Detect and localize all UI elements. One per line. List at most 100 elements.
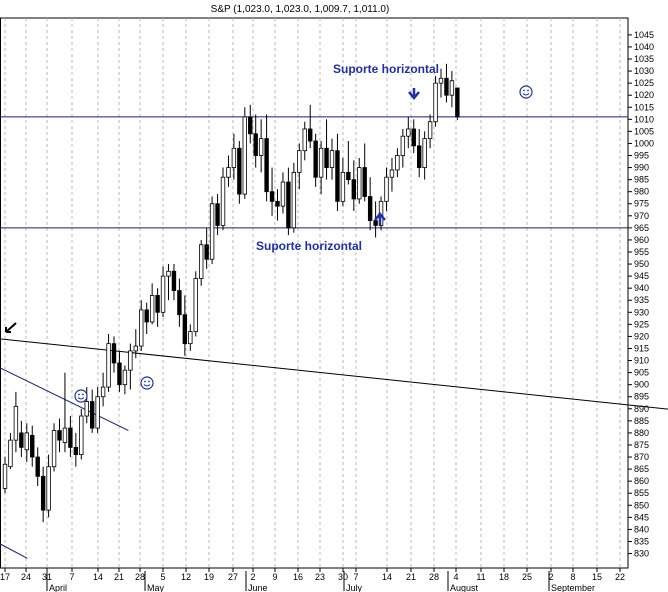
candle-body (318, 147, 324, 178)
candle-body (395, 155, 400, 171)
smiley-eye (78, 393, 80, 396)
x-tick-label: 25 (522, 572, 532, 582)
candle-body (427, 121, 433, 140)
candle-body (346, 171, 351, 181)
x-tick-label: 15 (592, 572, 602, 582)
candle-body (389, 169, 395, 178)
x-tick-label: 27 (228, 572, 238, 582)
y-tick-label: 845 (634, 512, 649, 522)
y-tick-label: 985 (634, 175, 649, 185)
candle-body (149, 295, 155, 323)
x-tick-label: 24 (21, 572, 31, 582)
x-tick-label: 7 (69, 572, 74, 582)
candle-body (193, 278, 198, 332)
x-tick-label: 18 (499, 572, 509, 582)
y-tick-label: 1030 (634, 66, 654, 76)
trend-lines (0, 116, 668, 559)
x-tick-label: 28 (135, 572, 145, 582)
candle-body (122, 369, 128, 386)
candle-body (171, 270, 177, 291)
smiley-eye (148, 380, 150, 383)
y-tick-label: 1025 (634, 78, 654, 88)
y-tick-label: 905 (634, 368, 649, 378)
x-tick-label: 11 (476, 572, 485, 582)
candle-body (264, 138, 269, 193)
candle-body (111, 343, 117, 364)
x-tick-label: 5 (160, 572, 165, 582)
candle-body (19, 432, 24, 448)
candle-body (373, 220, 378, 226)
annotation-suporte-bottom: Suporte horizontal (256, 239, 362, 253)
candle-body (117, 362, 122, 386)
grid (0, 17, 629, 569)
y-tick-label: 975 (634, 199, 649, 209)
candle-body (46, 466, 51, 511)
y-tick-label: 990 (634, 163, 649, 173)
smiley-face (140, 376, 154, 390)
smiley-icon (74, 389, 88, 403)
y-tick-label: 850 (634, 500, 649, 510)
candle-body (95, 396, 100, 429)
smiley-mouth (143, 384, 151, 387)
y-tick-label: 835 (634, 536, 649, 546)
x-tick-label: 19 (204, 572, 214, 582)
month-label: April (49, 583, 67, 592)
candle-body (57, 430, 62, 441)
candle-body (160, 275, 166, 313)
candle-body (155, 295, 160, 313)
candle-body (433, 82, 438, 123)
y-tick-label: 995 (634, 151, 649, 161)
smiley-eye (527, 89, 529, 92)
y-tick-label: 865 (634, 464, 649, 474)
candle-body (13, 405, 19, 441)
smiley-mouth (522, 93, 530, 96)
smiley-icon (519, 85, 533, 99)
candle-body (362, 167, 367, 197)
candle-body (182, 314, 188, 345)
candle-body (324, 147, 329, 168)
y-tick-label: 955 (634, 247, 649, 257)
candle-body (307, 128, 313, 142)
candle-body (340, 171, 346, 202)
candle-body (100, 386, 106, 398)
x-tick-label: 28 (429, 572, 439, 582)
candle-body (166, 270, 171, 277)
y-tick-label: 1005 (634, 126, 654, 136)
smiley-face (519, 85, 533, 99)
month-label: September (551, 583, 595, 592)
month-label: May (147, 583, 165, 592)
candle-body (280, 181, 286, 207)
x-tick-label: 7 (353, 572, 358, 582)
candle-body (90, 401, 95, 429)
y-tick-label: 1015 (634, 102, 654, 112)
x-tick-label: 14 (382, 572, 392, 582)
y-tick-label: 935 (634, 295, 649, 305)
y-tick-label: 875 (634, 440, 649, 450)
y-axis: 830 835 840 845 850 855 860 865 870 875 880 885 890 8… (628, 30, 654, 559)
candle-body (329, 150, 335, 168)
candle-body (204, 244, 209, 260)
smiley-face (74, 389, 88, 403)
candle-body (411, 128, 416, 147)
y-tick-label: 980 (634, 187, 649, 197)
y-tick-label: 940 (634, 283, 649, 293)
candle-body (177, 290, 182, 316)
candle-body (84, 401, 89, 417)
y-tick-label: 885 (634, 416, 649, 426)
candle-body (51, 430, 57, 468)
candle-body (106, 343, 111, 388)
y-tick-label: 1010 (634, 114, 654, 124)
candle-body (313, 140, 318, 178)
y-tick-label: 870 (634, 452, 649, 462)
candle-body (351, 179, 356, 200)
y-tick-label: 1000 (634, 138, 654, 148)
y-tick-label: 860 (634, 476, 649, 486)
x-tick-label: 14 (93, 572, 103, 582)
candle-body (215, 203, 220, 226)
smiley-eye (144, 380, 146, 383)
resistance-line (0, 338, 668, 410)
y-tick-label: 915 (634, 343, 649, 353)
y-tick-label: 970 (634, 211, 649, 221)
candle-body (455, 87, 460, 118)
x-tick-label: 8 (570, 572, 575, 582)
